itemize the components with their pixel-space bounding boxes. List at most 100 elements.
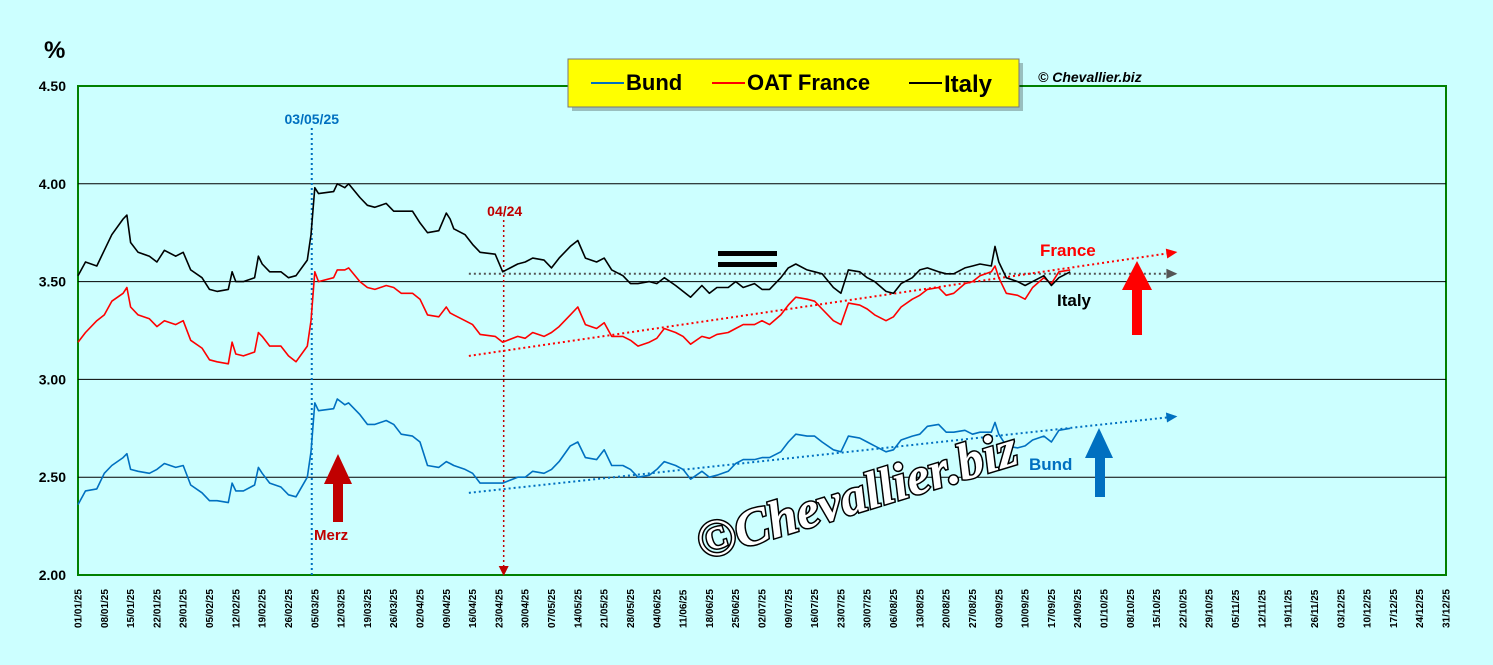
bund-arrow-head <box>1085 428 1113 458</box>
x-tick-label: 22/10/25 <box>1178 589 1189 628</box>
x-tick-label: 05/11/25 <box>1231 589 1242 628</box>
merz-arrow <box>324 454 352 522</box>
y-tick-label: 2.50 <box>39 469 66 485</box>
x-tick-label: 11/06/25 <box>679 589 690 628</box>
x-tick-label: 13/08/25 <box>915 589 926 628</box>
bund-arrow <box>1085 428 1113 497</box>
x-tick-label: 02/07/25 <box>758 589 769 628</box>
y-axis-ticks: 4.50 4.00 3.50 3.00 2.50 2.00 <box>39 78 66 583</box>
x-tick-label: 04/06/25 <box>652 589 663 628</box>
x-axis-ticks: 01/01/25 08/01/25 15/01/25 22/01/25 29/01/25… <box>74 589 1453 628</box>
x-tick-label: 23/07/25 <box>836 589 847 628</box>
x-tick-label: 29/01/25 <box>179 589 190 628</box>
x-tick-label: 08/10/25 <box>1126 589 1137 628</box>
legend-label-italy: Italy <box>944 71 993 98</box>
vline-0424-arrowhead-shape <box>498 566 509 576</box>
x-tick-label: 08/01/25 <box>100 589 111 628</box>
x-tick-label: 12/03/25 <box>337 589 348 628</box>
x-tick-label: 05/03/25 <box>310 589 321 628</box>
x-tick-label: 22/01/25 <box>152 589 163 628</box>
x-tick-label: 01/10/25 <box>1100 589 1111 628</box>
x-tick-label: 09/04/25 <box>442 589 453 628</box>
y-tick-label: 2.00 <box>39 567 66 583</box>
x-tick-label: 30/04/25 <box>521 589 532 628</box>
x-tick-label: 06/08/25 <box>889 589 900 628</box>
x-tick-label: 28/05/25 <box>626 589 637 628</box>
x-tick-label: 03/12/25 <box>1336 589 1347 628</box>
merz-arrow-shaft <box>333 480 343 522</box>
x-tick-label: 16/07/25 <box>810 589 821 628</box>
x-tick-label: 26/02/25 <box>284 589 295 628</box>
series-line <box>77 398 1071 505</box>
france-arrow <box>1122 261 1152 335</box>
x-tick-label: 15/10/25 <box>1152 589 1163 628</box>
y-tick-label: 3.00 <box>39 371 66 387</box>
x-tick-label: 12/02/25 <box>231 589 242 628</box>
x-tick-label: 26/03/25 <box>389 589 400 628</box>
x-tick-label: 24/12/25 <box>1415 589 1426 628</box>
x-tick-label: 21/05/25 <box>600 589 611 628</box>
legend-label-france: OAT France <box>747 70 870 95</box>
x-tick-label: 30/07/25 <box>863 589 874 628</box>
x-tick-label: 12/11/25 <box>1257 589 1268 628</box>
marker-bar-top <box>718 251 777 256</box>
x-tick-label: 19/11/25 <box>1284 589 1295 628</box>
x-tick-label: 25/06/25 <box>731 589 742 628</box>
x-tick-label: 07/05/25 <box>547 589 558 628</box>
copyright-text: © Chevallier.biz <box>1038 69 1142 85</box>
x-tick-label: 19/02/25 <box>258 589 269 628</box>
y-tick-label: 3.50 <box>39 274 66 290</box>
y-axis-label: % <box>44 37 65 64</box>
series-layer <box>77 183 1071 505</box>
vline-0424-label: 04/24 <box>487 203 522 219</box>
vline-0305-label: 03/05/25 <box>285 111 340 127</box>
series-line <box>77 265 1071 365</box>
legend: Bund OAT France Italy <box>567 58 1023 111</box>
trendline-arrowhead <box>1165 412 1178 423</box>
series-line <box>77 183 1071 298</box>
france-arrow-shaft <box>1132 286 1142 335</box>
x-tick-label: 05/02/25 <box>205 589 216 628</box>
bund-label: Bund <box>1029 455 1072 474</box>
legend-box <box>567 58 1020 108</box>
france-label: France <box>1040 241 1096 260</box>
x-tick-label: 16/04/25 <box>468 589 479 628</box>
trendline-arrowhead <box>1165 248 1178 259</box>
trendline-arrowhead <box>1166 268 1178 279</box>
y-tick-label: 4.50 <box>39 78 66 94</box>
x-tick-label: 24/09/25 <box>1073 589 1084 628</box>
x-tick-label: 31/12/25 <box>1442 589 1453 628</box>
x-tick-label: 18/06/25 <box>705 589 716 628</box>
trendline <box>468 415 1176 494</box>
x-tick-label: 10/09/25 <box>1021 589 1032 628</box>
x-tick-label: 03/09/25 <box>994 589 1005 628</box>
vline-0424-arrowhead <box>498 566 509 576</box>
france-arrow-head <box>1122 261 1152 290</box>
y-tick-label: 4.00 <box>39 176 66 192</box>
x-tick-label: 29/10/25 <box>1205 589 1216 628</box>
x-tick-label: 20/08/25 <box>942 589 953 628</box>
x-tick-label: 17/09/25 <box>1047 589 1058 628</box>
x-tick-label: 02/04/25 <box>416 589 427 628</box>
x-tick-label: 27/08/25 <box>968 589 979 628</box>
merz-label: Merz <box>314 527 348 544</box>
trendlines <box>468 248 1178 494</box>
legend-label-bund: Bund <box>626 70 682 95</box>
x-tick-label: 14/05/25 <box>573 589 584 628</box>
marker-bar-bottom <box>718 262 777 267</box>
x-tick-label: 10/12/25 <box>1363 589 1374 628</box>
x-tick-label: 15/01/25 <box>126 589 137 628</box>
x-tick-label: 19/03/25 <box>363 589 374 628</box>
bund-arrow-shaft <box>1095 454 1105 497</box>
italy-label: Italy <box>1057 291 1092 310</box>
x-tick-label: 17/12/25 <box>1389 589 1400 628</box>
merz-arrow-head <box>324 454 352 484</box>
x-tick-label: 01/01/25 <box>74 589 85 628</box>
x-tick-label: 23/04/25 <box>494 589 505 628</box>
x-tick-label: 09/07/25 <box>784 589 795 628</box>
plot-area <box>77 85 1447 576</box>
trendline <box>468 251 1176 357</box>
x-tick-label: 26/11/25 <box>1310 589 1321 628</box>
gridlines <box>78 183 1446 478</box>
